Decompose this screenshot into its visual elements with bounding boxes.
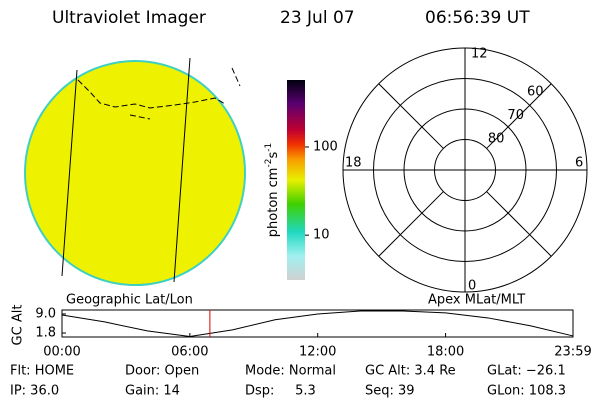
lat-label: 80 bbox=[488, 131, 505, 146]
x-tick-label: 12:00 bbox=[299, 345, 336, 360]
mlt-label: 12 bbox=[471, 47, 488, 62]
lat-label: 60 bbox=[527, 85, 544, 100]
lat-label: 70 bbox=[507, 108, 524, 123]
colorbar-label: photon cm-2s-1 bbox=[264, 143, 281, 237]
x-tick-label: 00:00 bbox=[43, 345, 80, 360]
caption: Geographic Lat/Lon bbox=[66, 293, 193, 308]
mlt-label: 18 bbox=[345, 156, 362, 171]
coastline bbox=[77, 67, 241, 120]
title: Ultraviolet Imager bbox=[52, 8, 206, 28]
status-field: Flt: HOME bbox=[10, 364, 74, 379]
colorbar bbox=[287, 80, 305, 280]
mlt-label: 6 bbox=[575, 156, 583, 171]
status-field: Seq: 39 bbox=[365, 384, 415, 399]
mlt-spoke bbox=[378, 191, 444, 257]
status-field: Door: Open bbox=[125, 364, 199, 379]
status-field: GLon: 108.3 bbox=[487, 384, 566, 399]
mlt-spoke bbox=[486, 191, 552, 257]
colorbar-tick-label: 10 bbox=[313, 228, 330, 243]
x-tick-label: 18:00 bbox=[427, 345, 464, 360]
status-field: IP: 36.0 bbox=[10, 384, 59, 399]
status-field: Mode: Normal bbox=[245, 364, 336, 379]
meridian bbox=[61, 69, 78, 277]
y-axis-label: GC Alt bbox=[11, 305, 26, 346]
y-tick-label: 1.8 bbox=[35, 326, 56, 341]
x-tick-label: 23:59 bbox=[554, 345, 591, 360]
date: 23 Jul 07 bbox=[280, 8, 355, 28]
mlt-spoke bbox=[486, 83, 552, 149]
meridian bbox=[173, 57, 191, 283]
caption: Apex MLat/MLT bbox=[428, 293, 525, 308]
mlt-spoke bbox=[378, 83, 444, 149]
status-field: Gain: 14 bbox=[125, 384, 180, 399]
status-field: Dsp: 5.3 bbox=[245, 384, 316, 399]
time: 06:56:39 UT bbox=[425, 8, 530, 28]
x-tick-label: 06:00 bbox=[171, 345, 208, 360]
mlt-label: 0 bbox=[468, 279, 476, 294]
status-field: GLat: −26.1 bbox=[487, 364, 566, 379]
y-tick-label: 9.0 bbox=[35, 306, 56, 321]
earth-image bbox=[24, 60, 246, 286]
colorbar-tick-label: 100 bbox=[313, 139, 338, 154]
altitude-line bbox=[61, 310, 574, 337]
status-field: GC Alt: 3.4 Re bbox=[365, 364, 456, 379]
